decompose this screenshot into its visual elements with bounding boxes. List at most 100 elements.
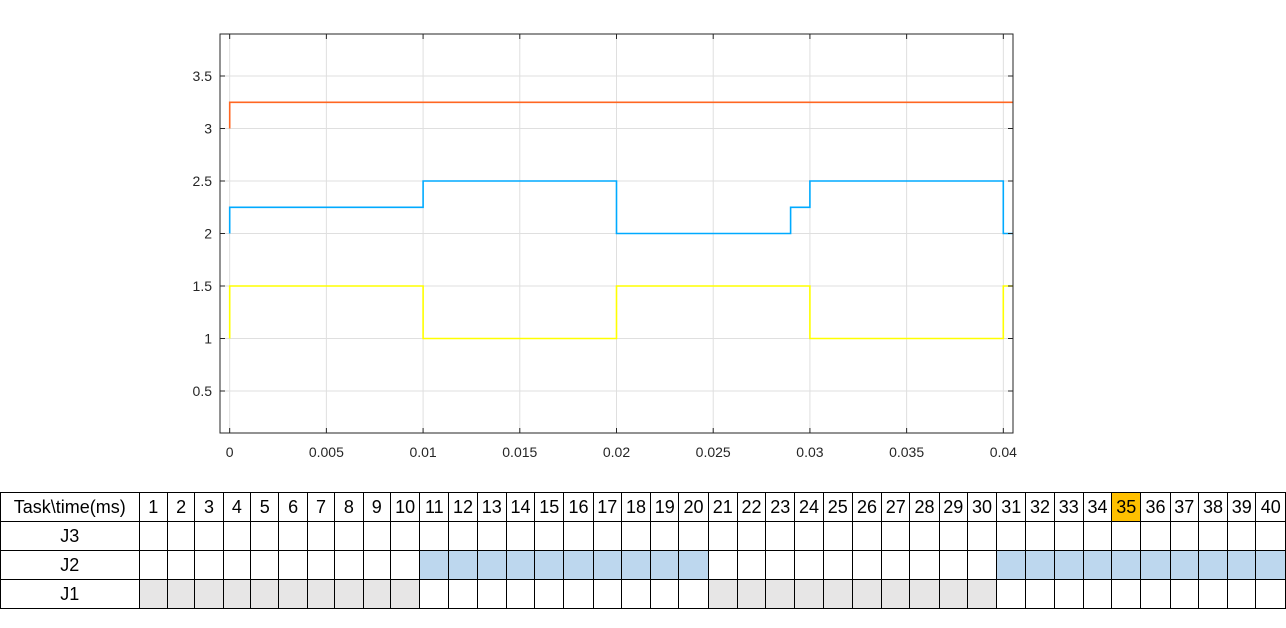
schedule-header-row: Task\time(ms) 1 2 3 4 5 6 7 8 9 10 11 12 13 14 15 16 17 18…	[0, 492, 1286, 522]
x-tick-label: 0.02	[603, 444, 630, 460]
time-header: 34	[1082, 492, 1113, 522]
schedule-cell	[419, 521, 450, 551]
signal-chart: 0 0.005 0.01 0.015 0.02 0.025 0.03 0.035 0.04 0.5…	[193, 33, 1017, 460]
schedule-cell	[938, 579, 968, 609]
time-header: 32	[1025, 492, 1055, 522]
schedule-cell	[822, 521, 853, 551]
schedule-cell	[1025, 521, 1055, 551]
schedule-cell	[1169, 579, 1199, 609]
time-header: 13	[476, 492, 507, 522]
schedule-cell	[1197, 521, 1229, 551]
schedule-cell	[966, 579, 998, 609]
schedule-cell	[505, 579, 536, 609]
series-line-1	[228, 285, 1013, 340]
schedule-cell	[138, 579, 168, 609]
y-tick-label: 2.5	[193, 173, 213, 189]
schedule-cell	[1197, 550, 1229, 580]
schedule-cell	[194, 521, 224, 551]
time-header: 33	[1053, 492, 1084, 522]
schedule-cell	[996, 521, 1027, 551]
schedule-cell	[707, 579, 738, 609]
schedule-cell	[534, 579, 565, 609]
schedule-cell	[476, 579, 507, 609]
schedule-cell	[851, 521, 883, 551]
time-header: 25	[822, 492, 853, 522]
x-tick-label: 0.04	[990, 444, 1017, 460]
schedule-cell	[306, 521, 336, 551]
x-tick-label: 0.01	[409, 444, 436, 460]
schedule-cell	[765, 579, 796, 609]
schedule-cell	[334, 550, 364, 580]
time-header: 11	[419, 492, 450, 522]
schedule-cell	[1140, 521, 1171, 551]
schedule-cell	[563, 550, 594, 580]
schedule-cell	[881, 550, 911, 580]
time-header: 22	[736, 492, 767, 522]
schedule-cell	[476, 550, 507, 580]
schedule-cell	[1140, 579, 1171, 609]
schedule-cell	[362, 579, 392, 609]
y-tick-label: 2	[204, 226, 212, 242]
schedule-cell	[794, 550, 824, 580]
schedule-cell	[736, 579, 767, 609]
schedule-cell	[334, 579, 364, 609]
schedule-cell	[822, 579, 853, 609]
schedule-cell	[222, 550, 252, 580]
schedule-cell	[1140, 550, 1171, 580]
schedule-cell	[1025, 550, 1055, 580]
y-tick-label: 0.5	[193, 383, 213, 399]
schedule-cell	[678, 550, 709, 580]
y-tick-label: 1	[204, 331, 212, 347]
schedule-cell	[851, 579, 883, 609]
schedule-cell	[881, 521, 911, 551]
schedule-cell	[822, 550, 853, 580]
schedule-cell	[194, 579, 224, 609]
schedule-cell	[765, 521, 796, 551]
time-header: 29	[938, 492, 968, 522]
schedule-cell	[707, 521, 738, 551]
time-header: 10	[390, 492, 421, 522]
time-header: 36	[1140, 492, 1171, 522]
schedule-cell	[222, 579, 252, 609]
schedule-cell	[620, 521, 652, 551]
schedule-cell	[448, 579, 478, 609]
schedule-cell	[476, 521, 507, 551]
task-label: J3	[0, 521, 140, 551]
time-header: 24	[794, 492, 824, 522]
y-tick-label: 1.5	[193, 278, 213, 294]
schedule-cell	[592, 579, 622, 609]
schedule-cell	[278, 579, 308, 609]
schedule-cell	[166, 550, 196, 580]
schedule-cell	[390, 579, 421, 609]
schedule-cell	[1227, 579, 1257, 609]
schedule-cell	[250, 521, 280, 551]
schedule-cell	[138, 550, 168, 580]
y-tick-label: 3.5	[193, 68, 213, 84]
time-header: 12	[448, 492, 478, 522]
schedule-cell	[678, 521, 709, 551]
schedule-cell	[563, 521, 594, 551]
schedule-cell	[650, 550, 680, 580]
schedule-cell	[620, 550, 652, 580]
schedule-cell	[678, 579, 709, 609]
schedule-cell	[736, 550, 767, 580]
schedule-cell	[222, 521, 252, 551]
schedule-cell	[592, 550, 622, 580]
schedule-cell	[362, 521, 392, 551]
x-tick-label: 0.025	[696, 444, 731, 460]
time-header: 16	[563, 492, 594, 522]
task-row-j3: J3	[0, 521, 1286, 551]
time-header: 6	[278, 492, 308, 522]
time-header: 8	[334, 492, 364, 522]
schedule-cell	[1255, 579, 1286, 609]
schedule-cell	[505, 550, 536, 580]
schedule-cell	[166, 521, 196, 551]
schedule-cell	[278, 521, 308, 551]
time-header: 31	[996, 492, 1027, 522]
time-header: 9	[362, 492, 392, 522]
schedule-cell	[909, 579, 940, 609]
x-tick-label: 0.005	[309, 444, 344, 460]
time-header: 21	[707, 492, 738, 522]
schedule-cell	[650, 521, 680, 551]
schedule-cell	[250, 579, 280, 609]
